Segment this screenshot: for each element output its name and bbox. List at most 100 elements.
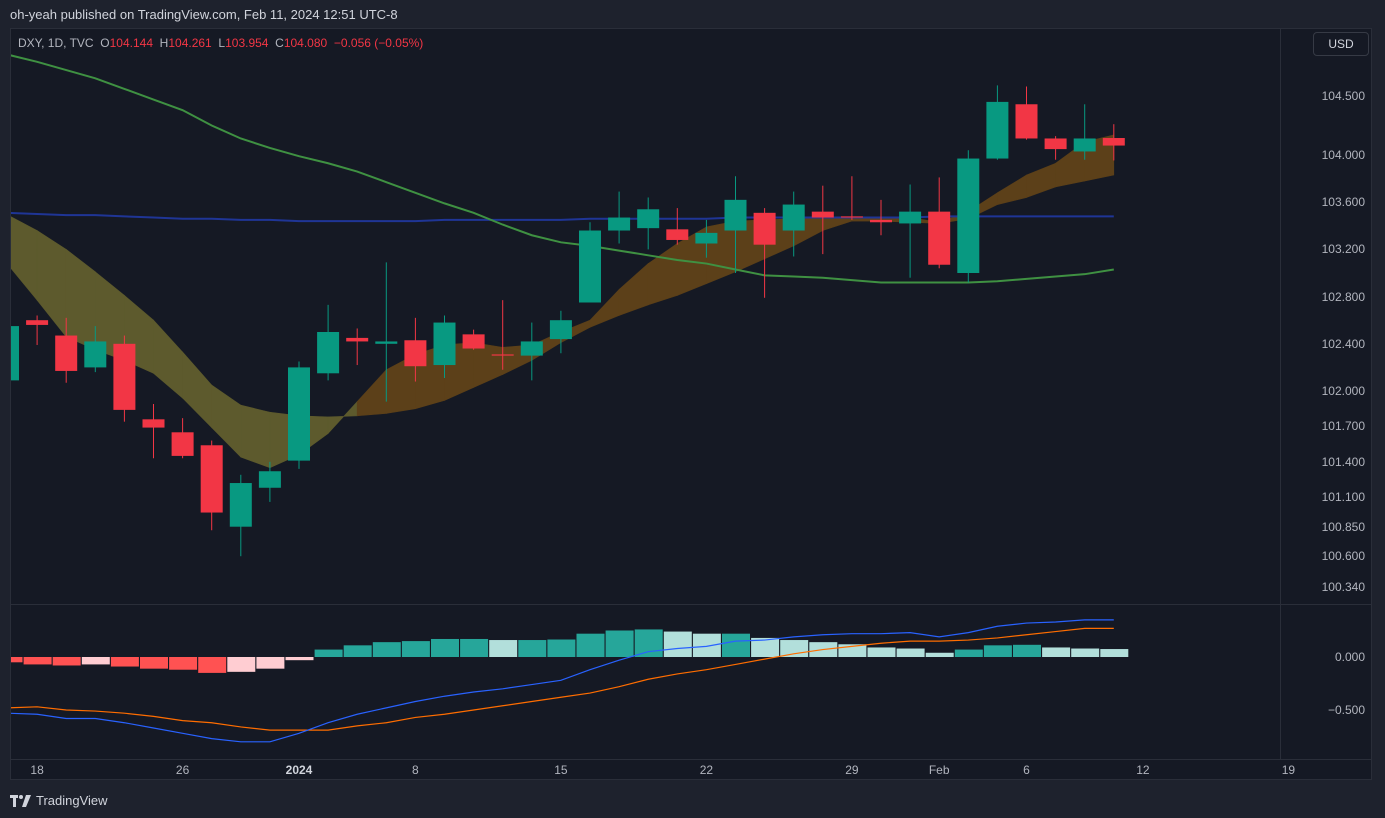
high-label: H xyxy=(159,36,169,50)
main-pane xyxy=(11,54,1125,557)
candle xyxy=(26,315,49,345)
ema-ribbon-segment xyxy=(182,351,212,429)
time-axis-label: 6 xyxy=(1023,763,1030,777)
low-label: L xyxy=(218,36,226,50)
macd-histogram-bar xyxy=(1100,649,1129,657)
candle xyxy=(666,208,689,245)
price-axis-label: 101.700 xyxy=(1321,419,1365,434)
candle xyxy=(928,177,951,269)
ema-ribbon-segment xyxy=(11,216,38,301)
macd-histogram-bar xyxy=(52,657,81,666)
macd-histogram-bar xyxy=(314,649,343,657)
candle xyxy=(171,418,194,459)
macd-histogram-bar xyxy=(460,638,489,657)
candle xyxy=(899,184,922,278)
ema-ribbon-segment xyxy=(65,248,96,351)
candle xyxy=(1044,136,1067,160)
candle-body xyxy=(404,340,427,367)
candle xyxy=(288,361,310,469)
time-axis-label: 19 xyxy=(1281,763,1296,777)
macd-histogram-bar xyxy=(925,652,954,657)
macd-line xyxy=(11,619,1114,743)
candle xyxy=(782,191,805,257)
macd-pane xyxy=(11,619,1129,743)
time-axis-label: 8 xyxy=(412,763,419,777)
ema-ribbon-segment xyxy=(997,174,1027,205)
symbol-legend: DXY, 1D, TVC O104.144 H104.261 L103.954 … xyxy=(18,36,423,50)
candle xyxy=(200,440,223,531)
price-axis-label: 104.500 xyxy=(1321,89,1365,103)
macd-histogram-bar xyxy=(1071,648,1100,657)
ema-ribbon-segment xyxy=(356,368,387,417)
macd-histogram-bar xyxy=(23,657,52,665)
candle-body xyxy=(55,335,78,371)
tradingview-brand: TradingView xyxy=(36,793,108,808)
candle-body xyxy=(1044,138,1067,150)
macd-histogram-bar xyxy=(489,640,518,657)
macd-histogram-bar xyxy=(11,657,23,663)
candle-body xyxy=(462,334,485,349)
macd-histogram-bar xyxy=(227,657,256,672)
time-axis-label: 18 xyxy=(30,763,44,777)
macd-histogram-bar xyxy=(605,630,634,657)
macd-histogram-bar xyxy=(547,639,576,657)
candle-body xyxy=(346,337,369,342)
price-axis-label: 100.600 xyxy=(1321,549,1365,564)
candle xyxy=(579,222,601,303)
price-axis-label: 103.600 xyxy=(1321,195,1365,210)
candle-body xyxy=(375,341,398,344)
candle xyxy=(375,262,398,402)
candle xyxy=(608,191,631,244)
candle-body xyxy=(200,445,223,513)
macd-histogram-bar xyxy=(372,642,401,657)
ema-ribbon-segment xyxy=(240,404,271,469)
macd-histogram-bar xyxy=(867,647,896,657)
currency-button[interactable]: USD xyxy=(1313,32,1369,56)
candle-body xyxy=(433,322,456,366)
low-value: 103.954 xyxy=(225,36,269,50)
candle-body xyxy=(1073,138,1096,152)
ema-ribbon-segment xyxy=(327,400,358,435)
macd-histogram-bar xyxy=(81,657,110,665)
candle xyxy=(986,85,1009,160)
candle xyxy=(1102,124,1125,161)
price-axis-label: 101.100 xyxy=(1321,490,1365,505)
candle-body xyxy=(579,230,601,303)
candle xyxy=(142,403,165,459)
price-axis-label: 103.200 xyxy=(1321,242,1365,257)
price-axis-label: 100.850 xyxy=(1321,519,1365,534)
macd-histogram-bar xyxy=(343,645,372,657)
price-axis-label: 104.000 xyxy=(1321,148,1365,162)
macd-histogram-bar xyxy=(1013,644,1041,657)
macd-histogram-bar xyxy=(140,657,168,669)
macd-axis-label: −0.500 xyxy=(1327,703,1365,717)
candle-body xyxy=(317,332,340,374)
candle xyxy=(811,185,834,255)
open-value: 104.144 xyxy=(109,36,153,50)
candle-body xyxy=(957,158,980,273)
candle xyxy=(491,300,514,370)
time-axis-label: 26 xyxy=(175,763,190,777)
price-axis-label: 100.340 xyxy=(1321,579,1365,594)
candle xyxy=(317,304,340,381)
tradingview-logo[interactable]: TradingView xyxy=(10,793,108,808)
macd-signal-line xyxy=(11,627,1114,731)
candle xyxy=(229,474,252,557)
macd-histogram-bar xyxy=(256,657,285,669)
long-moving-average-line xyxy=(11,211,1114,223)
candle xyxy=(404,317,427,382)
candle-body xyxy=(549,320,572,340)
symbol-info[interactable]: DXY, 1D, TVC xyxy=(18,36,94,50)
price-axis-label: 102.000 xyxy=(1321,384,1365,398)
time-axis-label: 22 xyxy=(699,763,714,777)
candle xyxy=(84,326,107,373)
candle xyxy=(870,199,892,236)
time-axis-label: Feb xyxy=(928,763,950,777)
open-label: O xyxy=(100,36,110,50)
time-axis-label: 2024 xyxy=(285,763,313,777)
candle xyxy=(637,197,660,250)
macd-histogram-bar xyxy=(663,631,692,657)
ema-ribbon-segment xyxy=(153,319,183,399)
macd-histogram-bar xyxy=(983,645,1012,657)
